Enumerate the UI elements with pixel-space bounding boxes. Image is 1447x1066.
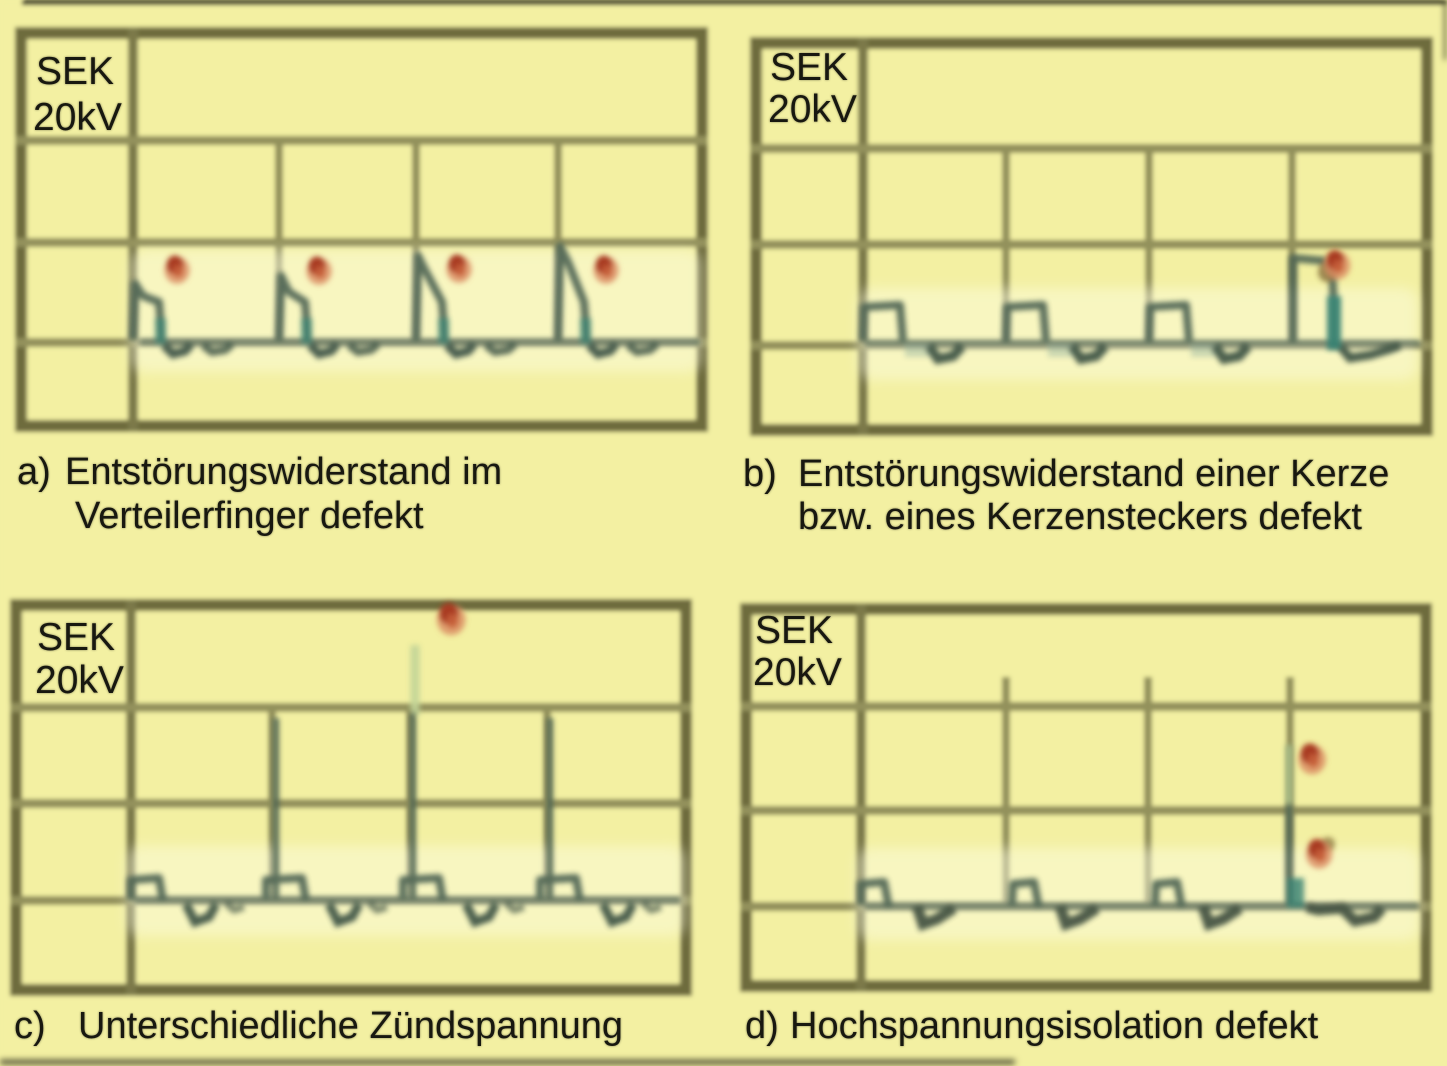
svg-text:d): d) bbox=[745, 1005, 779, 1047]
svg-text:b): b) bbox=[743, 453, 777, 495]
svg-text:Entstörungswiderstand einer Ke: Entstörungswiderstand einer Kerze bbox=[798, 453, 1389, 495]
svg-text:Unterschiedliche Zündspannung: Unterschiedliche Zündspannung bbox=[78, 1005, 623, 1047]
svg-text:SEK: SEK bbox=[37, 616, 115, 659]
svg-text:20kV: 20kV bbox=[768, 88, 857, 131]
svg-text:Hochspannungsisolation defekt: Hochspannungsisolation defekt bbox=[790, 1005, 1319, 1047]
svg-text:a): a) bbox=[17, 451, 51, 493]
svg-text:20kV: 20kV bbox=[753, 651, 842, 694]
svg-text:20kV: 20kV bbox=[35, 659, 124, 702]
svg-text:20kV: 20kV bbox=[33, 96, 122, 139]
svg-text:c): c) bbox=[14, 1005, 46, 1047]
svg-text:SEK: SEK bbox=[36, 50, 114, 93]
svg-text:Entstörungswiderstand im: Entstörungswiderstand im bbox=[65, 451, 502, 493]
svg-text:Verteilerfinger defekt: Verteilerfinger defekt bbox=[75, 495, 424, 537]
svg-text:SEK: SEK bbox=[755, 609, 833, 652]
svg-text:SEK: SEK bbox=[770, 46, 848, 89]
svg-text:bzw. eines Kerzensteckers defe: bzw. eines Kerzensteckers defekt bbox=[798, 496, 1362, 538]
